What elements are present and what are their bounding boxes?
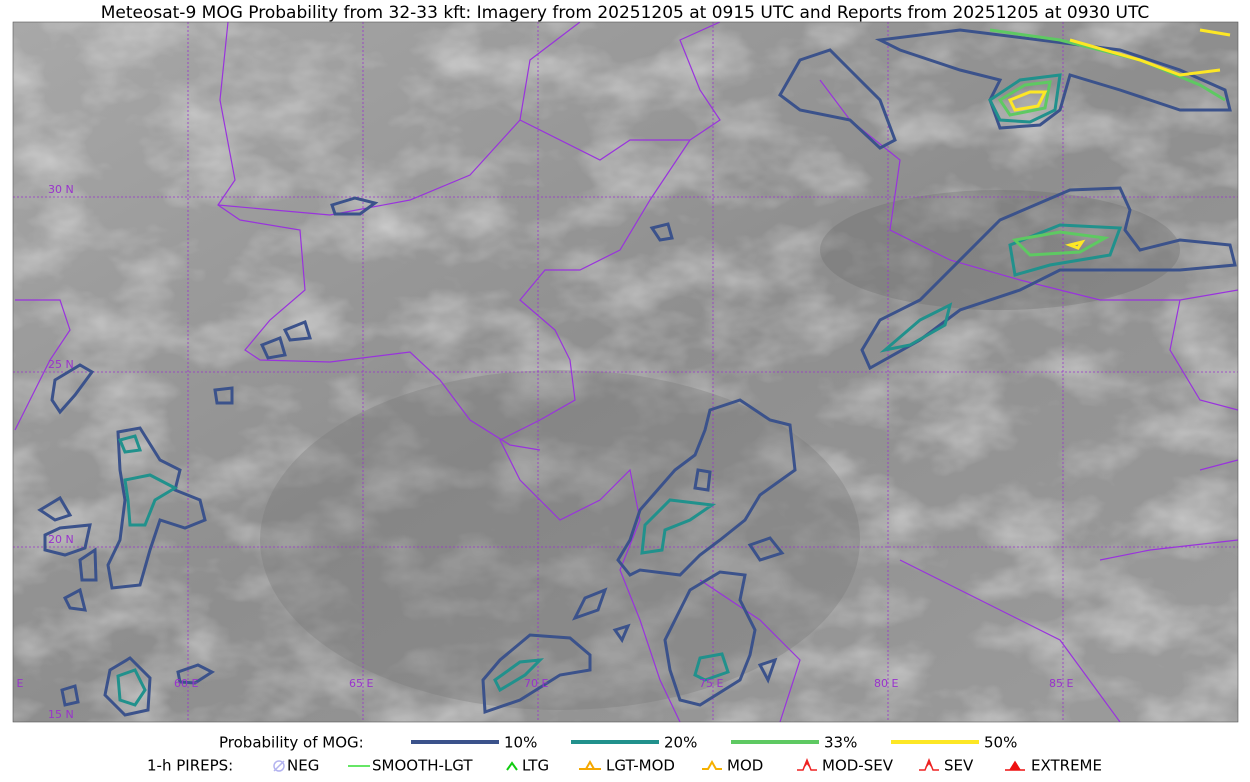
contour-10	[213, 196, 674, 405]
map-frame	[12, 21, 1239, 723]
lon-label: 70 E	[524, 677, 548, 690]
legend-title: 1-h PIREPS:	[147, 757, 233, 775]
lon-label: 60 E	[174, 677, 198, 690]
lon-label: 85 E	[1049, 677, 1073, 690]
legend-label: 20%	[664, 734, 697, 752]
contour-50	[1007, 28, 1231, 112]
legend-label: 50%	[984, 734, 1017, 752]
contour-20	[493, 498, 730, 693]
contour-50	[1064, 239, 1086, 250]
graticule	[13, 22, 1238, 722]
icon-shape	[702, 759, 722, 770]
legend: Probability of MOG: 10% 20% 33% 50% 1-h PIREP…	[147, 734, 1102, 775]
lat-label: 25 N	[48, 358, 74, 371]
lon-label: 65 E	[349, 677, 373, 690]
coast	[499, 139, 691, 722]
contour-20	[988, 73, 1062, 124]
border	[217, 22, 541, 451]
legend-label: LGT-MOD	[606, 757, 675, 775]
contour-20	[879, 223, 1123, 353]
border	[519, 22, 721, 161]
icon-shape	[506, 761, 518, 771]
dry-area	[260, 370, 860, 710]
legend-label: MOD	[727, 757, 763, 775]
pirep-icon	[273, 760, 285, 772]
legend-label: NEG	[287, 757, 319, 775]
border	[217, 22, 581, 216]
lat-labels: 30 N 25 N 20 N 15 N	[48, 183, 74, 721]
lat-label: 15 N	[48, 708, 74, 721]
lon-labels: 55 E 60 E 65 E 70 E 75 E 80 E 85 E	[0, 677, 1073, 690]
legend-label: EXTREME	[1031, 757, 1102, 775]
contour-10	[481, 398, 797, 715]
icon-shape	[273, 760, 285, 772]
pirep-icon	[919, 757, 939, 771]
pirep-icon	[506, 761, 518, 771]
pirep-icon	[579, 759, 601, 770]
title: Meteosat-9 MOG Probability from 32-33 kf…	[101, 3, 1150, 23]
legend-title: Probability of MOG:	[219, 734, 364, 752]
legend-label: 33%	[824, 734, 857, 752]
pirep-icon	[1005, 760, 1025, 771]
icon-shape	[1005, 760, 1025, 771]
contour-10	[860, 186, 1237, 371]
lon-label: 55 E	[0, 677, 23, 690]
lat-label: 30 N	[48, 183, 74, 196]
legend-label: SMOOTH-LGT	[372, 757, 473, 775]
legend-label: MOD-SEV	[822, 757, 894, 775]
map: 30 N 25 N 20 N 15 N 55 E 60 E 65 E 70 E 75 E 80 …	[0, 22, 1238, 722]
lat-label: 20 N	[48, 533, 74, 546]
dry-area	[820, 190, 1180, 310]
icon-shape	[579, 759, 601, 770]
legend-label: 10%	[504, 734, 537, 752]
contour-10	[37, 363, 216, 717]
legend-label: LTG	[522, 757, 549, 775]
icon-shape	[919, 757, 939, 771]
icon-shape	[273, 760, 285, 772]
contour-10	[778, 48, 897, 150]
mog-contours	[37, 28, 1237, 717]
border	[699, 299, 1238, 722]
lon-label: 75 E	[699, 677, 723, 690]
legend-label: SEV	[944, 757, 974, 775]
contour-20	[116, 434, 179, 707]
icon-shape	[797, 757, 817, 771]
pirep-icon	[702, 759, 722, 770]
lon-label: 80 E	[874, 677, 898, 690]
coast	[14, 299, 71, 431]
contour-10	[874, 28, 1232, 130]
contour-33	[1011, 230, 1110, 257]
pirep-icon	[797, 757, 817, 771]
borders	[14, 22, 1238, 722]
border	[819, 79, 1238, 301]
